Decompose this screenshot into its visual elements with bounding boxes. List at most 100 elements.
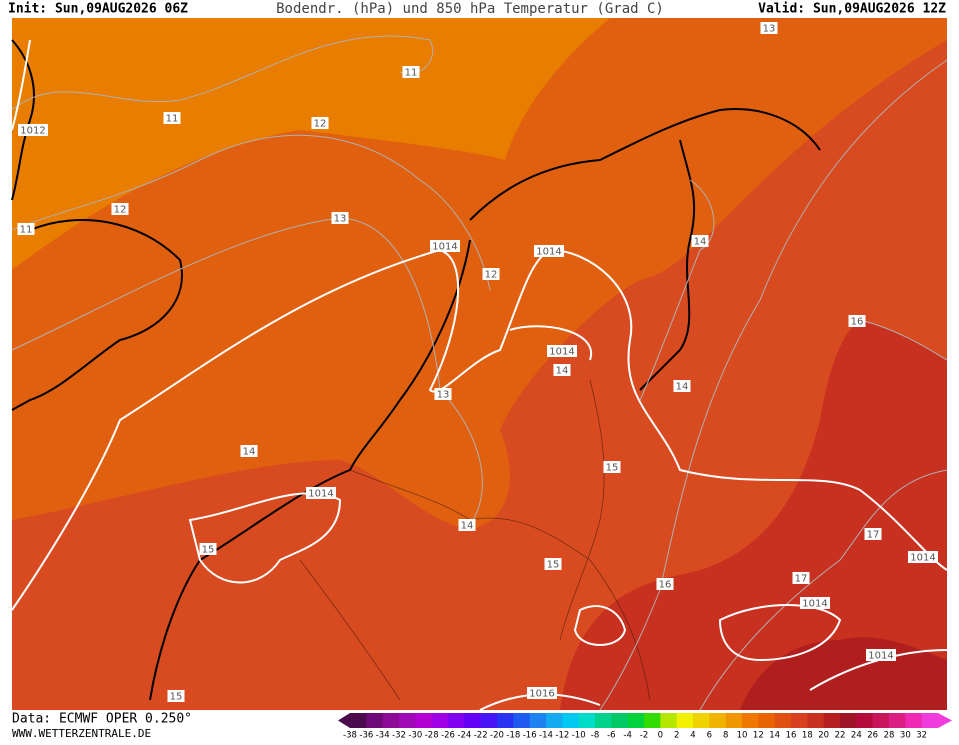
colorbar-cell <box>399 713 416 728</box>
colorbar-label: -6 <box>607 731 615 741</box>
colorbar-cell <box>480 713 498 728</box>
colorbar-cell <box>791 713 808 728</box>
colorbar-label: 0 <box>658 731 663 741</box>
contour-label: 13 <box>437 390 450 401</box>
label-box <box>458 519 476 531</box>
label-box <box>17 223 35 235</box>
colorbar-label: -24 <box>457 731 471 741</box>
label-box <box>331 212 349 224</box>
field-warm <box>12 40 947 710</box>
contour-label: 1014 <box>432 242 457 253</box>
contour-label: 17 <box>795 574 808 585</box>
label-box <box>240 445 258 457</box>
colorbar-arrow-right <box>938 713 952 728</box>
colorbar-label: -28 <box>425 731 439 741</box>
isobar <box>718 604 842 662</box>
colorbar-label: 18 <box>802 731 813 741</box>
colorbar-label: -22 <box>474 731 488 741</box>
contour-label: 12 <box>485 270 498 281</box>
colorbar-label: 12 <box>753 731 764 741</box>
colorbar-cell <box>758 713 775 728</box>
colorbar-cell <box>546 713 563 728</box>
colorbar-label: 6 <box>707 731 712 741</box>
contour-label: 11 <box>20 225 33 236</box>
label-box <box>553 364 571 376</box>
colorbar-arrow-left <box>338 713 350 728</box>
coastline <box>11 219 183 411</box>
colorbar-cell <box>742 713 759 728</box>
contour-label: 14 <box>556 366 569 377</box>
isobar <box>573 605 627 646</box>
border <box>559 379 605 641</box>
label-box <box>603 461 621 473</box>
contour-label: 1014 <box>549 347 574 358</box>
contour-label: 1016 <box>529 689 554 700</box>
field-hot <box>560 320 947 710</box>
contour-label: 1014 <box>802 599 827 610</box>
colorbar-label: -38 <box>343 731 357 741</box>
label-box <box>864 528 882 540</box>
contour-label: 15 <box>202 545 215 556</box>
colorbar-cell <box>660 713 677 728</box>
label-box <box>691 235 709 247</box>
colorbar-cell <box>529 713 547 728</box>
colorbar-label: -34 <box>376 731 390 741</box>
contour-label: 13 <box>763 24 776 35</box>
label-box <box>111 203 129 215</box>
colorbar: -38 -36 -34 -32 -30 -28 -26 -24 -22 -20 -18 -16 -14-… <box>338 713 952 741</box>
colorbar-label: 2 <box>674 731 679 741</box>
contour-label: 1014 <box>910 553 935 564</box>
data-source: Data: ECMWF OPER 0.250° <box>12 712 192 727</box>
contour-label: 13 <box>334 214 347 225</box>
label-box <box>866 649 896 661</box>
coastline <box>469 108 821 221</box>
contour-label: 14 <box>694 237 707 248</box>
border <box>349 469 651 701</box>
colorbar-cell <box>693 713 710 728</box>
colorbar-label: -36 <box>359 731 373 741</box>
colorbar-label: -18 <box>506 731 520 741</box>
contour-label: 1014 <box>308 489 333 500</box>
init-time: Init: Sun,09AUG2026 06Z <box>8 2 188 17</box>
label-box <box>434 388 452 400</box>
colorbar-cell <box>562 713 579 728</box>
label-box <box>800 597 830 609</box>
contour-label: 14 <box>676 382 689 393</box>
isobar <box>509 325 593 361</box>
colorbar-cell <box>350 713 367 728</box>
label-box <box>311 117 329 129</box>
border <box>299 559 401 701</box>
isotherm <box>599 59 948 711</box>
isotherm <box>859 319 948 361</box>
colorbar-label: -4 <box>623 731 631 741</box>
colorbar-label: -32 <box>392 731 406 741</box>
colorbar-cell <box>382 713 400 728</box>
colorbar-cell <box>497 713 514 728</box>
colorbar-label: 20 <box>818 731 829 741</box>
label-box <box>430 240 460 252</box>
colorbar-cell <box>709 713 726 728</box>
isotherm <box>11 35 434 111</box>
colorbar-label: 22 <box>835 731 846 741</box>
colorbar-cell <box>889 713 906 728</box>
contour-label: 16 <box>659 580 672 591</box>
colorbar-label: -26 <box>441 731 455 741</box>
colorbar-cell <box>840 713 857 728</box>
label-box <box>167 690 185 702</box>
contour-label: 1012 <box>20 126 45 137</box>
contour-label: 11 <box>405 68 418 79</box>
coastlines <box>11 39 821 701</box>
website: WWW.WETTERZENTRALE.DE <box>12 727 151 740</box>
colorbar-cell <box>644 713 661 728</box>
label-box <box>848 315 866 327</box>
colorbar-cell <box>807 713 824 728</box>
contour-label: 15 <box>547 560 560 571</box>
contour-label: 12 <box>114 205 127 216</box>
field-cool <box>12 18 610 270</box>
colorbar-cell <box>578 713 596 728</box>
label-box <box>527 687 557 699</box>
colorbar-cell <box>448 713 465 728</box>
colorbar-cell <box>676 713 694 728</box>
colorbar-cell <box>431 713 449 728</box>
colorbar-cell <box>366 713 383 728</box>
